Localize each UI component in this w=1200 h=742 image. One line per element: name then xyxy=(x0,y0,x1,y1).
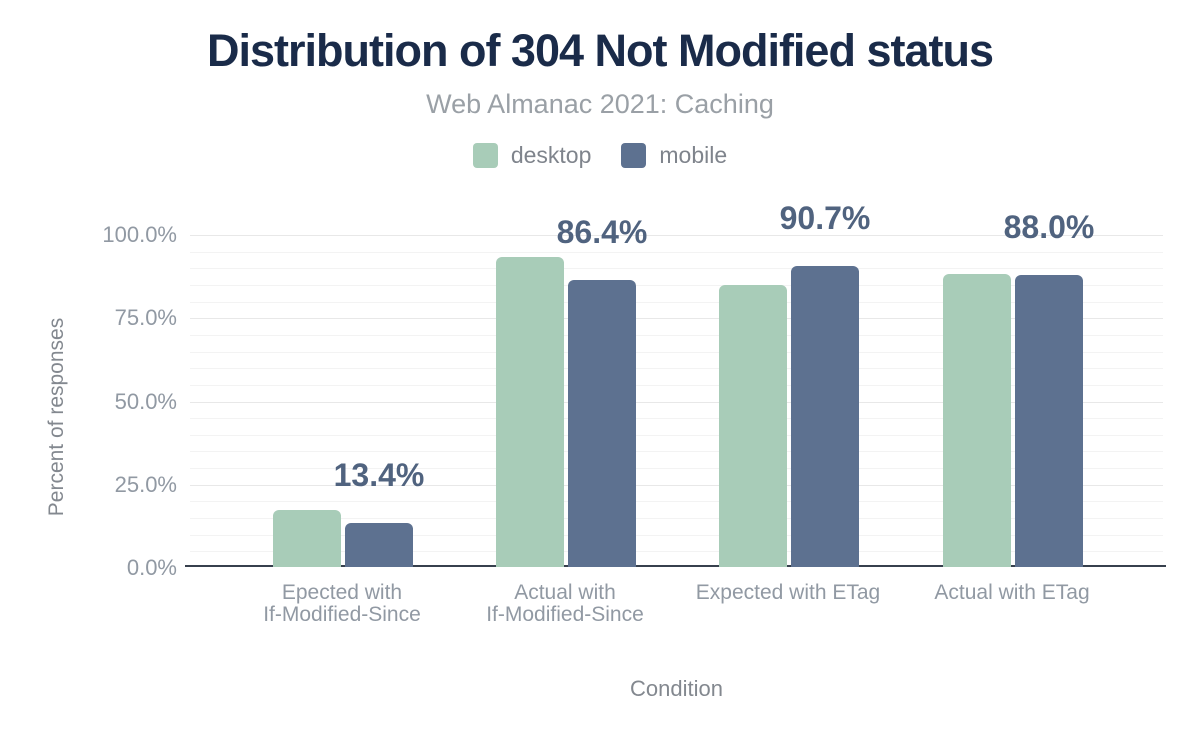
chart-title: Distribution of 304 Not Modified status xyxy=(206,25,994,76)
y-tick-label-75: 75.0% xyxy=(114,305,177,330)
bar-value-label-0: 13.4% xyxy=(333,457,425,493)
x-category-label-line: Epected with xyxy=(281,581,403,604)
y-axis-title: Percent of responses xyxy=(45,317,68,517)
gridline-minor-85 xyxy=(190,285,1163,286)
bar-mobile-3[interactable] xyxy=(1015,275,1083,567)
gridline-minor-45 xyxy=(190,418,1163,419)
x-category-label-0: Epected with If-Modified-Since xyxy=(227,582,457,626)
gridline-minor-65 xyxy=(190,352,1163,353)
gridline-minor-40 xyxy=(190,435,1163,436)
bar-value-label-2: 90.7% xyxy=(779,200,871,236)
x-category-label-3: Actual with ETag xyxy=(897,582,1127,604)
legend-label-mobile: mobile xyxy=(659,142,728,168)
x-axis-title: Condition xyxy=(630,676,723,701)
x-category-label-line: If-Modified-Since xyxy=(486,603,644,626)
legend-item-desktop[interactable]: desktop xyxy=(472,142,592,169)
x-category-label-line: Expected with ETag xyxy=(695,581,881,604)
bar-value-label-3: 88.0% xyxy=(1003,209,1095,245)
bar-value-label-1: 86.4% xyxy=(556,214,648,250)
x-category-label-2: Expected with ETag xyxy=(673,582,903,604)
gridline-minor-10 xyxy=(190,535,1163,536)
bar-desktop-2[interactable] xyxy=(719,285,787,567)
legend-label-desktop: desktop xyxy=(510,142,592,168)
y-tick-label-0: 0.0% xyxy=(126,555,177,580)
gridline-minor-35 xyxy=(190,451,1163,452)
gridline-minor-30 xyxy=(190,468,1163,469)
chart-subtitle: Web Almanac 2021: Caching xyxy=(426,89,774,119)
x-category-label-line: Actual with ETag xyxy=(934,581,1090,604)
x-category-label-1: Actual with If-Modified-Since xyxy=(450,582,680,626)
legend-swatch-desktop xyxy=(472,143,498,168)
x-axis-baseline xyxy=(185,565,1166,567)
bar-desktop-0[interactable] xyxy=(273,510,341,567)
gridline-minor-70 xyxy=(190,335,1163,336)
y-tick-label-100: 100.0% xyxy=(102,222,177,247)
y-tick-label-25: 25.0% xyxy=(114,472,177,497)
gridline-minor-80 xyxy=(190,302,1163,303)
bar-mobile-1[interactable] xyxy=(568,280,636,567)
x-category-label-line: If-Modified-Since xyxy=(263,603,421,626)
gridline-major-75 xyxy=(190,318,1163,319)
gridline-major-25 xyxy=(190,485,1163,486)
legend-swatch-mobile xyxy=(621,143,647,168)
x-category-label-line: Actual with xyxy=(514,581,616,604)
bar-desktop-3[interactable] xyxy=(943,274,1011,567)
gridline-minor-5 xyxy=(190,551,1163,552)
gridline-minor-20 xyxy=(190,501,1163,502)
gridline-major-100 xyxy=(190,235,1163,236)
bar-mobile-0[interactable] xyxy=(345,523,413,567)
gridline-major-50 xyxy=(190,402,1163,403)
bar-desktop-1[interactable] xyxy=(496,257,564,567)
legend-item-mobile[interactable]: mobile xyxy=(621,142,727,169)
legend: desktop mobile xyxy=(0,142,1200,169)
gridline-minor-90 xyxy=(190,268,1163,269)
gridline-minor-15 xyxy=(190,518,1163,519)
gridline-minor-95 xyxy=(190,252,1163,253)
gridline-minor-60 xyxy=(190,368,1163,369)
gridline-minor-55 xyxy=(190,385,1163,386)
y-tick-label-50: 50.0% xyxy=(114,389,177,414)
bar-mobile-2[interactable] xyxy=(791,266,859,567)
